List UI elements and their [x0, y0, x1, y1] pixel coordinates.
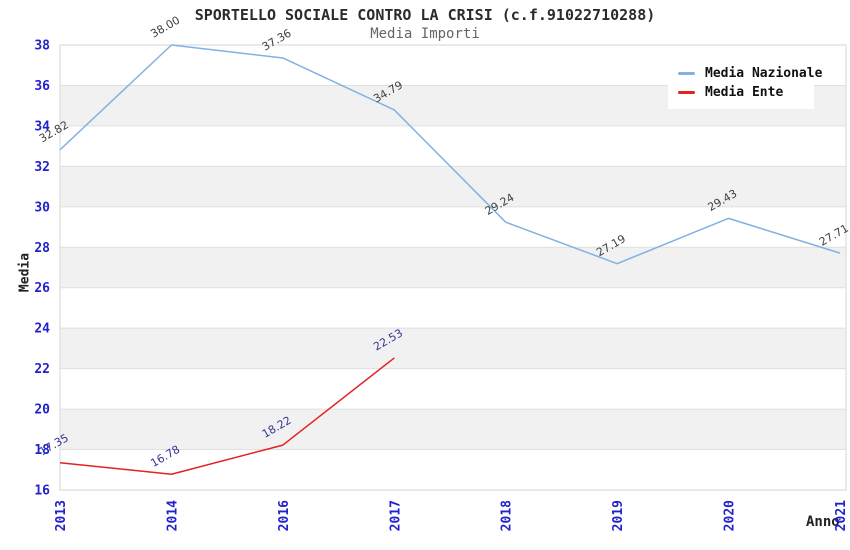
media-ente-line-swatch [678, 90, 695, 94]
y-tick-label: 28 [34, 241, 50, 256]
x-axis-label: Anno [806, 514, 840, 530]
x-tick-label: 2018 [500, 500, 515, 531]
plot-band [60, 125, 846, 167]
legend: Media Nazionale Media Ente [668, 56, 822, 109]
legend-label-media-ente: Media Ente [705, 84, 784, 100]
plot-band [60, 166, 846, 207]
y-tick-label: 22 [34, 362, 50, 377]
series-line-media-nazionale [59, 44, 841, 265]
chart-subtitle: Media Importi [370, 26, 480, 42]
y-tick-label: 24 [34, 322, 50, 337]
x-tick-label: 2014 [165, 500, 180, 531]
data-label-media-nazionale: 38.00 [148, 14, 182, 41]
y-tick-label: 26 [34, 281, 50, 296]
y-tick-label: 36 [34, 79, 50, 94]
plot-band [60, 368, 846, 410]
y-tick-label: 16 [34, 484, 50, 499]
x-tick-label: 2017 [388, 500, 403, 531]
y-tick-label: 20 [34, 403, 50, 418]
series-line-media-ente [59, 357, 395, 475]
y-tick-label: 32 [34, 160, 50, 175]
y-tick-label: 18 [34, 443, 50, 458]
plot-band [60, 247, 846, 288]
x-tick-label: 2021 [834, 500, 849, 531]
legend-item-media-nazionale: Media Nazionale [678, 65, 822, 81]
x-tick-label: 2016 [277, 500, 292, 531]
plot-border [59, 44, 847, 491]
y-tick-label: 34 [34, 119, 50, 134]
plot-band [60, 206, 846, 248]
y-tick-label: 30 [34, 200, 50, 215]
chart-title: SPORTELLO SOCIALE CONTRO LA CRISI (c.f.9… [194, 6, 656, 24]
plot-band [60, 287, 846, 329]
plot-band [60, 409, 846, 450]
x-tick-label: 2013 [54, 500, 69, 531]
media-nazionale-line-swatch [678, 71, 695, 75]
legend-label-media-nazionale: Media Nazionale [705, 65, 823, 81]
y-tick-label: 38 [34, 39, 50, 54]
plot-band [60, 328, 846, 369]
x-tick-label: 2020 [723, 500, 738, 531]
x-tick-label: 2019 [611, 500, 626, 531]
legend-item-media-ente: Media Ente [678, 84, 814, 100]
